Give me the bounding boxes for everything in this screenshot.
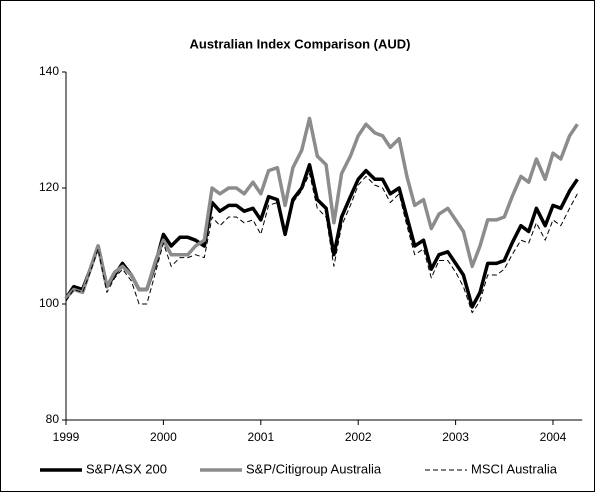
- y-tick-label: 80: [46, 412, 60, 426]
- y-tick-label: 120: [39, 180, 59, 194]
- legend-label: S&P/ASX 200: [86, 461, 167, 476]
- x-tick-label: 2000: [150, 430, 177, 444]
- legend-label: MSCI Australia: [471, 461, 558, 476]
- x-tick-label: 2004: [540, 430, 567, 444]
- x-tick-label: 2002: [345, 430, 372, 444]
- series-line: [64, 116, 579, 300]
- x-tick-label: 2001: [247, 430, 274, 444]
- legend-label: S&P/Citigroup Australia: [246, 461, 382, 476]
- chart-title: Australian Index Comparison (AUD): [189, 36, 410, 51]
- x-tick-label: 2003: [442, 430, 469, 444]
- series-line: [65, 173, 578, 314]
- y-tick-label: 140: [39, 64, 59, 78]
- x-tick-label: 1999: [53, 430, 80, 444]
- y-tick-label: 100: [39, 296, 59, 310]
